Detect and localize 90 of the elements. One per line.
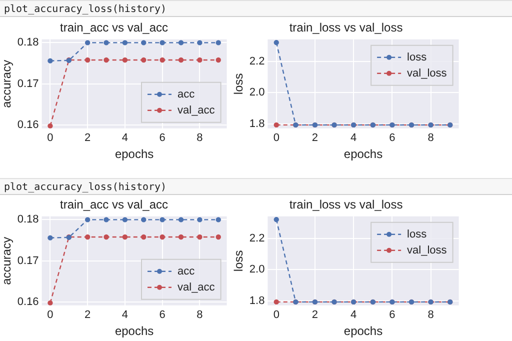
point — [197, 234, 202, 240]
chart-title: train_acc vs val_acc — [60, 198, 168, 212]
y-tick-label: 2.0 — [249, 86, 265, 99]
point — [216, 234, 221, 240]
x-tick-label: 6 — [389, 132, 396, 144]
point — [84, 234, 90, 240]
point — [216, 40, 221, 46]
y-tick-label: 2.2 — [249, 232, 265, 244]
x-tick-label: 0 — [273, 309, 280, 322]
legend-label: acc — [178, 265, 196, 278]
point — [122, 40, 128, 46]
point — [141, 57, 146, 63]
y-axis-title: accuracy — [0, 60, 14, 108]
point — [141, 234, 146, 240]
chart-title: train_acc vs val_acc — [60, 20, 168, 35]
point — [84, 217, 90, 222]
x-axis-title: epochs — [114, 147, 154, 162]
point — [48, 235, 53, 240]
x-tick-label: 2 — [312, 309, 318, 322]
legend-label: loss — [407, 228, 428, 240]
y-tick-label: 0.17 — [17, 78, 39, 90]
x-tick-label: 8 — [196, 309, 203, 322]
x-tick-label: 6 — [159, 132, 166, 144]
point — [216, 217, 221, 222]
point — [141, 217, 146, 222]
x-axis-title: epochs — [344, 147, 383, 162]
y-tick-label: 0.18 — [17, 36, 39, 49]
x-tick-label: 8 — [196, 132, 203, 144]
x-tick-label: 8 — [428, 309, 434, 322]
point — [197, 217, 202, 222]
legend-label: acc — [178, 88, 196, 100]
x-tick-label: 4 — [350, 132, 357, 144]
x-tick-label: 4 — [122, 132, 128, 144]
point — [48, 123, 53, 128]
point — [160, 40, 165, 46]
point — [48, 300, 53, 306]
x-tick-label: 2 — [312, 132, 318, 144]
y-tick-label: 0.18 — [17, 214, 39, 226]
chart-title: train_loss vs val_loss — [289, 198, 403, 212]
y-tick-label: 2.2 — [249, 55, 265, 68]
x-axis-title: epochs — [344, 324, 383, 338]
point — [178, 40, 184, 46]
point — [160, 217, 165, 222]
point — [104, 217, 109, 222]
point — [122, 57, 128, 63]
y-tick-label: 1.8 — [249, 118, 265, 130]
x-tick-label: 0 — [273, 132, 280, 144]
text: plot_accuracy_loss(history) — [0, 178, 512, 195]
point — [141, 40, 146, 46]
legend-label: val_acc — [178, 104, 216, 116]
text: plot_accuracy_loss(history) — [0, 0, 512, 17]
legend-label: val_loss — [407, 244, 448, 256]
y-axis-title: loss — [232, 73, 246, 95]
point — [104, 40, 109, 46]
point — [122, 217, 128, 222]
point — [48, 58, 53, 64]
point — [178, 217, 184, 222]
point — [122, 234, 128, 240]
point — [178, 234, 184, 240]
point — [178, 57, 184, 63]
chart-title: train_loss vs val_loss — [289, 20, 403, 35]
y-tick-label: 0.16 — [17, 296, 39, 308]
point — [160, 57, 165, 63]
y-tick-label: 2.0 — [249, 264, 265, 276]
y-tick-label: 1.8 — [249, 294, 265, 307]
x-tick-label: 6 — [159, 309, 166, 322]
x-tick-label: 0 — [47, 132, 54, 144]
x-tick-label: 8 — [428, 132, 434, 144]
point — [104, 57, 109, 63]
point — [104, 234, 109, 240]
x-axis-title: epochs — [114, 324, 154, 338]
point — [84, 57, 90, 63]
point — [197, 40, 202, 46]
point — [216, 57, 221, 63]
x-tick-label: 4 — [350, 309, 357, 322]
x-tick-label: 6 — [389, 309, 396, 322]
x-tick-label: 0 — [47, 309, 54, 322]
y-axis-title: loss — [232, 250, 246, 272]
x-tick-label: 2 — [84, 309, 91, 322]
x-tick-label: 4 — [122, 309, 128, 322]
legend-label: val_loss — [407, 67, 448, 80]
point — [160, 234, 165, 240]
y-axis-title: accuracy — [0, 236, 14, 285]
x-tick-label: 2 — [84, 132, 91, 144]
point — [197, 57, 202, 63]
y-tick-label: 0.17 — [17, 254, 39, 267]
point — [84, 40, 90, 46]
legend-label: val_acc — [178, 281, 216, 294]
y-tick-label: 0.16 — [17, 119, 39, 132]
legend-label: loss — [407, 51, 428, 64]
